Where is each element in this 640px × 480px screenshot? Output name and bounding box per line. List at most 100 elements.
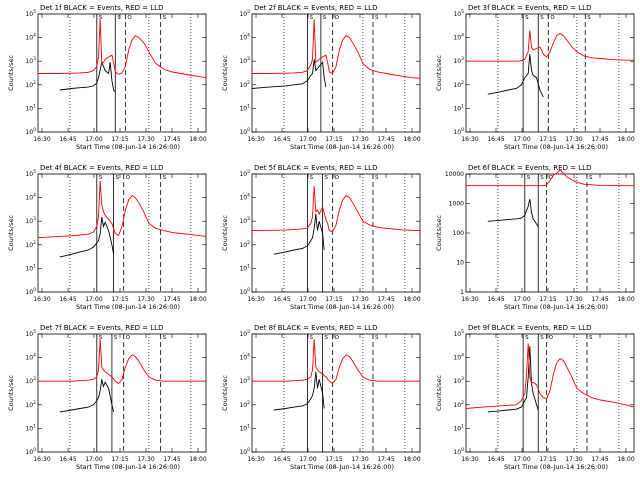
y-tick-label: 100 (239, 447, 250, 456)
x-tick-label: 17:00 (299, 136, 316, 143)
y-tick-label: 104 (239, 353, 250, 362)
x-tick-label: 17:15 (539, 296, 556, 303)
y-axis-label: Counts/sec (221, 215, 229, 251)
y-tick-label: 104 (25, 353, 36, 362)
lld-series-line (252, 339, 420, 385)
top-marker-label: O (126, 335, 131, 341)
x-tick-label: 17:45 (377, 456, 394, 463)
events-series-line (59, 216, 115, 258)
x-tick-label: 16:30 (461, 456, 478, 463)
chart-panel: Det 6f BLACK = Events, RED = LLD 1 10 100 10… (435, 164, 635, 311)
top-marker-label: S (525, 15, 529, 21)
y-tick-label: 102 (25, 240, 36, 249)
y-tick-label: 100 (25, 447, 36, 456)
top-marker-label: S (309, 175, 313, 181)
plot-frame (37, 173, 207, 293)
x-tick-label: 17:00 (85, 136, 102, 143)
events-series-line (59, 379, 115, 413)
top-marker-label: S (116, 175, 120, 181)
y-tick-label: 1000 (449, 201, 464, 208)
y-tick-label: 100 (239, 127, 250, 136)
chart-title: Det 8f BLACK = Events, RED = LLD (254, 324, 377, 332)
lld-series-line (37, 181, 207, 239)
lld-series-line (465, 343, 635, 409)
x-tick-label: 17:45 (377, 136, 394, 143)
x-tick-label: 17:00 (513, 456, 530, 463)
y-tick-label: 100 (25, 127, 36, 136)
x-tick-label: 17:30 (137, 456, 154, 463)
chart-panel: Det 5f BLACK = Events, RED = LLD 100 101 10… (221, 164, 421, 311)
top-marker-label: S (375, 15, 379, 21)
chart-panel: Det 8f BLACK = Events, RED = LLD 100 101 10… (221, 324, 421, 471)
x-tick-label: 17:30 (565, 296, 582, 303)
y-tick-label: 100 (453, 230, 465, 237)
x-axis-label: Start Time (08-Jun-14 16:26:00) (290, 143, 394, 151)
x-axis-label: Start Time (08-Jun-14 16:26:00) (504, 463, 608, 471)
x-tick-label: 18:00 (403, 296, 420, 303)
chart-panel: Det 2f BLACK = Events, RED = LLD 100 101 10… (221, 4, 421, 151)
x-tick-label: 17:15 (111, 136, 128, 143)
y-axis-label: Counts/sec (435, 215, 443, 251)
y-tick-label: 10 (456, 260, 464, 267)
top-marker-label: S (117, 15, 121, 21)
x-tick-label: 16:45 (487, 136, 504, 143)
x-axis-label: Start Time (08-Jun-14 16:26:00) (76, 303, 180, 311)
y-tick-label: 100 (453, 127, 464, 136)
y-tick-label: 102 (453, 400, 464, 409)
events-series-line (487, 54, 544, 98)
plot-frame (37, 13, 207, 133)
top-marker-label: S (163, 175, 167, 181)
x-tick-label: 18:00 (403, 456, 420, 463)
top-marker-label: S (589, 335, 593, 341)
x-tick-label: 17:45 (591, 456, 608, 463)
top-marker-label: O (126, 175, 131, 181)
x-tick-label: 17:45 (163, 296, 180, 303)
top-marker-label: S (309, 15, 313, 21)
lld-series-line (38, 19, 207, 79)
top-marker-label: S (325, 175, 329, 181)
x-tick-label: 16:30 (33, 456, 50, 463)
chart-title: Det 7f BLACK = Events, RED = LLD (40, 324, 163, 332)
y-tick-label: 102 (239, 400, 250, 409)
chart-panel: Det 7f BLACK = Events, RED = LLD 100 101 10… (7, 324, 207, 471)
x-tick-label: 17:45 (163, 456, 180, 463)
top-marker-label: S (527, 175, 531, 181)
x-tick-label: 17:15 (539, 136, 556, 143)
plot-frame (251, 13, 421, 133)
x-tick-label: 17:00 (299, 296, 316, 303)
x-tick-label: 17:15 (111, 296, 128, 303)
x-tick-label: 17:30 (351, 136, 368, 143)
chart-panel: Det 3f BLACK = Events, RED = LLD 100 101 10… (435, 4, 635, 151)
chart-title: Det 4f BLACK = Events, RED = LLD (40, 164, 163, 172)
lld-series-line (466, 169, 635, 187)
y-tick-label: 100 (453, 447, 464, 456)
top-marker-label: S (163, 335, 167, 341)
y-tick-label: 101 (239, 103, 250, 112)
top-marker-label: S (540, 335, 544, 341)
y-tick-label: 104 (239, 193, 250, 202)
x-tick-label: 16:30 (247, 456, 264, 463)
x-tick-label: 16:45 (273, 456, 290, 463)
x-tick-label: 16:30 (33, 136, 50, 143)
x-tick-label: 18:00 (403, 136, 420, 143)
y-tick-label: 104 (453, 33, 464, 42)
top-marker-label: S (525, 335, 529, 341)
y-tick-label: 101 (453, 423, 464, 432)
y-tick-label: 101 (25, 263, 36, 272)
x-tick-label: 17:00 (85, 296, 102, 303)
y-tick-label: 104 (453, 353, 464, 362)
y-tick-label: 105 (453, 9, 464, 18)
y-tick-label: 105 (25, 169, 36, 178)
top-marker-label: S (309, 335, 313, 341)
chart-panel: Det 9f BLACK = Events, RED = LLD 100 101 10… (435, 324, 635, 471)
chart-title: Det 5f BLACK = Events, RED = LLD (254, 164, 377, 172)
events-series-line (251, 59, 327, 89)
x-tick-label: 17:15 (111, 456, 128, 463)
x-tick-label: 17:45 (591, 136, 608, 143)
events-series-line (273, 214, 325, 255)
x-tick-label: 16:45 (59, 296, 76, 303)
plot-frame (465, 173, 635, 293)
events-series-line (273, 371, 325, 411)
x-tick-label: 17:30 (137, 296, 154, 303)
events-series-line (487, 346, 539, 413)
